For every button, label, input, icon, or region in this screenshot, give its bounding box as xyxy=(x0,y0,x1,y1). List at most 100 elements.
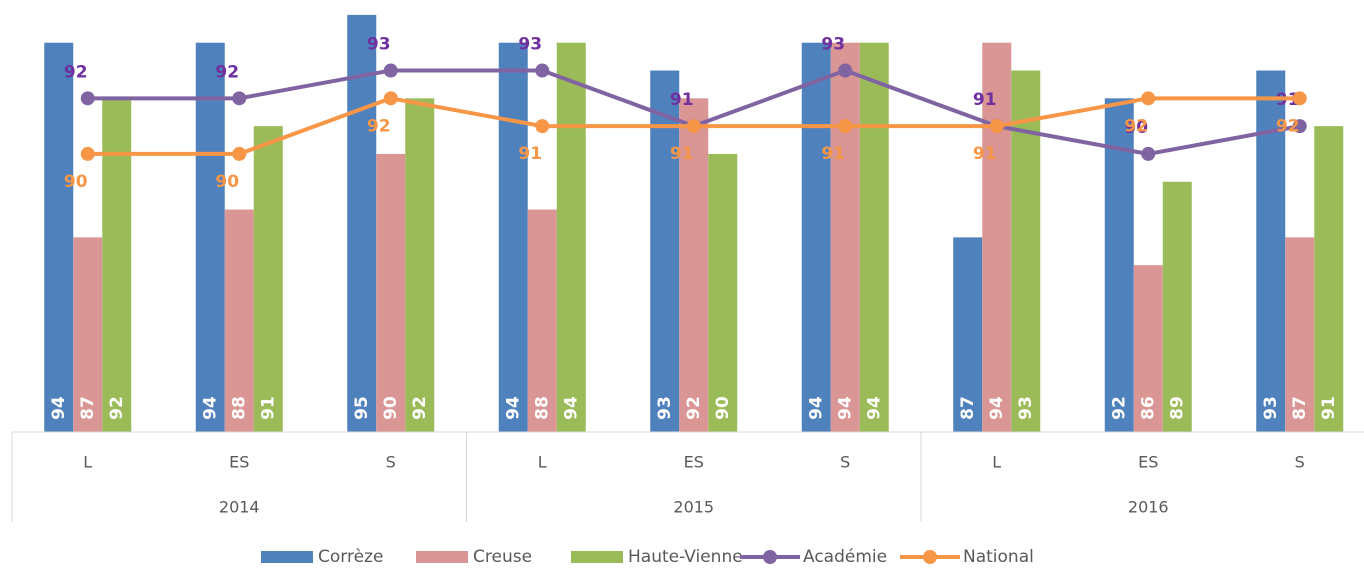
legend-label: National xyxy=(963,547,1034,567)
line-value-label: 93 xyxy=(821,35,845,55)
x-tick-label: L xyxy=(538,453,547,472)
bar-value-label: 86 xyxy=(1138,396,1158,420)
bar-value-label: 93 xyxy=(655,396,675,420)
line-value-label: 91 xyxy=(821,144,845,164)
bar-value-label: 94 xyxy=(503,396,523,420)
line-value-label: 92 xyxy=(1124,116,1148,136)
bar-value-label: 94 xyxy=(864,396,884,420)
bar xyxy=(830,42,860,432)
bar-value-label: 90 xyxy=(713,396,733,420)
bar xyxy=(679,98,709,433)
line-value-label: 92 xyxy=(215,62,239,82)
line-marker xyxy=(80,146,95,161)
legend-label: Haute-Vienne xyxy=(628,547,743,567)
line-marker xyxy=(535,119,550,134)
legend-swatch xyxy=(261,551,313,563)
legend-swatch xyxy=(416,551,468,563)
bar xyxy=(224,209,254,432)
bar xyxy=(1314,126,1344,433)
line-marker xyxy=(1141,91,1156,106)
line-marker xyxy=(989,119,1004,134)
bar xyxy=(1133,265,1163,432)
bar xyxy=(1011,70,1041,433)
bar xyxy=(405,98,435,433)
bar-value-label: 89 xyxy=(1167,396,1187,420)
bar xyxy=(1285,237,1315,432)
bar-value-label: 94 xyxy=(806,396,826,420)
line-value-label: 90 xyxy=(1124,118,1148,138)
line-value-label: 90 xyxy=(215,172,239,192)
bar-value-label: 94 xyxy=(835,396,855,420)
bar-value-label: 88 xyxy=(532,396,552,420)
bar xyxy=(859,42,889,432)
bar-value-label: 91 xyxy=(258,396,278,420)
bar xyxy=(650,70,680,433)
bar xyxy=(982,42,1012,432)
bar-value-label: 90 xyxy=(381,396,401,420)
bar xyxy=(708,153,738,432)
bar xyxy=(376,153,406,432)
bar xyxy=(801,42,831,432)
bar-value-label: 88 xyxy=(229,396,249,420)
x-group-label: 2015 xyxy=(673,498,714,517)
x-tick-label: ES xyxy=(684,453,704,472)
bar-value-label: 94 xyxy=(561,396,581,420)
line-value-label: 91 xyxy=(973,90,997,110)
bar-value-label: 87 xyxy=(958,396,978,420)
line-marker xyxy=(232,146,247,161)
bar xyxy=(953,237,983,432)
bar-value-label: 87 xyxy=(78,396,98,420)
legend-swatch xyxy=(571,551,623,563)
legend-marker xyxy=(923,550,937,564)
bar xyxy=(195,42,225,432)
x-tick-label: S xyxy=(840,453,850,472)
bar-value-label: 95 xyxy=(352,396,372,420)
bar-value-label: 92 xyxy=(684,396,704,420)
bar-value-label: 87 xyxy=(1290,396,1310,420)
bar-value-label: 93 xyxy=(1016,396,1036,420)
bar-value-label: 91 xyxy=(1319,396,1339,420)
line-marker xyxy=(1141,146,1156,161)
line-value-label: 91 xyxy=(973,144,997,164)
bar xyxy=(44,42,74,432)
line-value-label: 91 xyxy=(670,144,694,164)
x-tick-label: ES xyxy=(1138,453,1158,472)
bar-value-label: 94 xyxy=(49,396,69,420)
line-marker xyxy=(383,63,398,78)
line-value-label: 92 xyxy=(1276,116,1300,136)
line-value-label: 91 xyxy=(670,90,694,110)
line-marker xyxy=(80,91,95,106)
line-value-label: 93 xyxy=(367,35,391,55)
bar xyxy=(1104,98,1134,433)
bar-value-label: 92 xyxy=(410,396,430,420)
line-marker xyxy=(1292,91,1307,106)
line-value-label: 92 xyxy=(367,116,391,136)
legend-marker xyxy=(763,550,777,564)
bar xyxy=(556,42,586,432)
legend-label: Académie xyxy=(803,547,887,567)
bar xyxy=(1162,181,1192,432)
bar-value-label: 94 xyxy=(987,396,1007,420)
line-marker xyxy=(838,119,853,134)
bar xyxy=(102,98,132,433)
line-marker xyxy=(383,91,398,106)
legend-label: Corrèze xyxy=(318,547,383,567)
x-tick-label: S xyxy=(386,453,396,472)
line-marker xyxy=(838,63,853,78)
bar-value-label: 94 xyxy=(200,396,220,420)
bar xyxy=(253,126,283,433)
line-value-label: 91 xyxy=(518,144,542,164)
line-value-label: 90 xyxy=(64,172,88,192)
bar-value-label: 92 xyxy=(1109,396,1129,420)
x-group-label: 2014 xyxy=(219,498,260,517)
x-tick-label: L xyxy=(83,453,92,472)
x-group-label: 2016 xyxy=(1128,498,1169,517)
bar-value-label: 93 xyxy=(1261,396,1281,420)
line-marker xyxy=(535,63,550,78)
bar xyxy=(527,209,557,432)
line-marker xyxy=(232,91,247,106)
x-tick-label: L xyxy=(992,453,1001,472)
legend-label: Creuse xyxy=(473,547,532,567)
line-marker xyxy=(686,119,701,134)
bar xyxy=(73,237,103,432)
